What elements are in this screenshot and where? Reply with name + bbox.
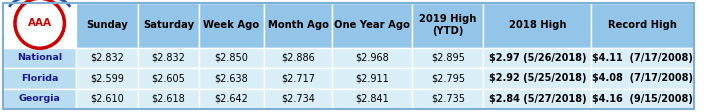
Text: 2018 High: 2018 High [508, 20, 566, 30]
Bar [137, 68, 199, 88]
Text: Georgia: Georgia [19, 94, 61, 103]
Text: $2.605: $2.605 [152, 73, 185, 83]
Bar [484, 88, 591, 109]
Bar [591, 88, 694, 109]
Text: $2.92 (5/25/2018): $2.92 (5/25/2018) [489, 73, 586, 83]
Bar [484, 47, 591, 68]
Bar [332, 68, 412, 88]
Bar [412, 68, 484, 88]
Text: $2.610: $2.610 [90, 94, 124, 104]
Text: One Year Ago: One Year Ago [334, 20, 410, 30]
Text: $2.84 (5/27/2018): $2.84 (5/27/2018) [489, 94, 586, 104]
Bar [332, 3, 412, 47]
Bar [199, 47, 264, 68]
Bar [332, 47, 412, 68]
Bar [484, 3, 591, 47]
Text: $2.97 (5/26/2018): $2.97 (5/26/2018) [489, 53, 586, 63]
Bar [3, 47, 76, 68]
Bar [264, 47, 332, 68]
Bar [137, 47, 199, 68]
Bar [412, 88, 484, 109]
Text: Saturday: Saturday [143, 20, 194, 30]
Text: Sunday: Sunday [86, 20, 128, 30]
Text: $4.11  (7/17/2008): $4.11 (7/17/2008) [592, 53, 693, 63]
Text: $2.638: $2.638 [214, 73, 248, 83]
Bar [137, 88, 199, 109]
Text: $2.735: $2.735 [431, 94, 465, 104]
Text: $2.618: $2.618 [152, 94, 185, 104]
Text: $2.968: $2.968 [355, 53, 389, 63]
Text: $2.717: $2.717 [281, 73, 315, 83]
Bar [332, 88, 412, 109]
Bar [199, 68, 264, 88]
Text: $2.642: $2.642 [214, 94, 248, 104]
Bar [412, 47, 484, 68]
Text: $2.832: $2.832 [152, 53, 185, 63]
Bar [264, 68, 332, 88]
Bar [137, 3, 199, 47]
Text: $4.08  (7/17/2008): $4.08 (7/17/2008) [592, 73, 693, 83]
Text: Week Ago: Week Ago [204, 20, 259, 30]
Text: $2.895: $2.895 [431, 53, 465, 63]
Bar [264, 3, 332, 47]
Bar [412, 3, 484, 47]
Text: $2.886: $2.886 [281, 53, 315, 63]
Bar [3, 68, 76, 88]
Text: $2.599: $2.599 [90, 73, 124, 83]
Text: Month Ago: Month Ago [268, 20, 329, 30]
Bar [3, 3, 76, 47]
Text: $2.850: $2.850 [214, 53, 248, 63]
Text: National: National [17, 53, 62, 62]
Bar [591, 68, 694, 88]
Bar [76, 88, 137, 109]
Bar [591, 3, 694, 47]
Text: $4.16  (9/15/2008): $4.16 (9/15/2008) [592, 94, 693, 104]
Text: $2.841: $2.841 [355, 94, 389, 104]
Text: Florida: Florida [21, 74, 59, 83]
Bar [484, 68, 591, 88]
Bar [591, 47, 694, 68]
Text: Record High: Record High [608, 20, 678, 30]
Bar [199, 88, 264, 109]
Text: $2.911: $2.911 [355, 73, 389, 83]
Bar [264, 88, 332, 109]
Bar [76, 68, 137, 88]
Text: AAA: AAA [27, 18, 51, 28]
Bar [76, 3, 137, 47]
Text: 2019 High
(YTD): 2019 High (YTD) [419, 14, 477, 36]
Bar [199, 3, 264, 47]
Text: $2.734: $2.734 [281, 94, 315, 104]
Bar [76, 47, 137, 68]
Bar [3, 88, 76, 109]
Text: $2.795: $2.795 [431, 73, 465, 83]
Text: $2.832: $2.832 [90, 53, 124, 63]
